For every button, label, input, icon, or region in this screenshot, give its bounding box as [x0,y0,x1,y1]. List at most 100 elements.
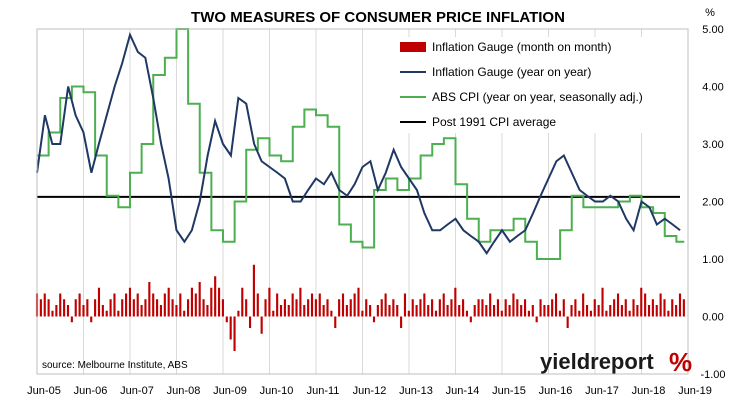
mom-bar [90,316,93,323]
mom-bar [357,287,360,317]
mom-bar [551,299,554,317]
mom-bar [644,293,647,317]
mom-bar [353,293,356,317]
mom-bar [663,299,666,317]
mom-bar [582,293,585,317]
mom-bar [396,305,399,317]
x-tick-label: Jun-19 [678,385,712,397]
mom-bar [132,299,135,317]
mom-bar [148,282,151,317]
x-tick-label: Jun-16 [539,385,573,397]
x-tick-label: Jun-05 [27,385,61,397]
mom-bar [365,299,368,317]
plot-frame [36,28,689,375]
mom-bar [183,310,186,317]
mom-bar [268,287,271,317]
mom-bar [233,316,236,351]
mom-bar [252,264,255,317]
mom-bar [109,299,112,317]
mom-bar [671,299,674,317]
mom-bar [438,299,441,317]
x-tick-label: Jun-06 [74,385,108,397]
x-tick-label: Jun-07 [120,385,154,397]
mom-bar [523,299,527,317]
mom-bar [419,299,422,317]
mom-bar [376,305,379,317]
mom-bar [55,305,58,317]
mom-bar [624,299,627,317]
mom-bar [361,310,364,317]
mom-bar [245,299,248,317]
mom-bar [496,299,500,317]
legend-label: Inflation Gauge (year on year) [432,65,591,79]
mom-bar [531,305,534,317]
mom-bar [190,287,194,317]
mom-bar [462,299,465,317]
mom-bar [59,293,62,317]
mom-bar [384,293,387,317]
mom-bar [125,293,128,317]
mom-bar [574,299,577,317]
mom-bar [82,305,85,317]
mom-bar [562,299,565,317]
y-tick-label: 2.00 [702,197,723,209]
mom-bar [221,299,224,317]
mom-bar [225,316,228,323]
brand-logo: yieldreport % [540,347,692,377]
mom-bar [655,305,658,317]
mom-bar [609,305,612,317]
mom-bar [473,305,476,317]
mom-bar [628,310,631,317]
mom-bar [163,293,166,317]
mom-bar [632,299,635,317]
mom-bar [152,293,155,317]
mom-bar [241,287,244,317]
legend-box [396,37,664,133]
mom-bar [264,299,267,317]
mom-bar [39,299,42,317]
mom-bar [345,305,348,317]
mom-bar [287,305,290,317]
mom-bar [179,293,182,317]
mom-bar [43,293,46,317]
mom-bar [291,293,294,317]
legend-swatch [400,42,426,52]
x-tick-label: Jun-13 [399,385,433,397]
mom-bar [70,316,73,323]
mom-bar [47,299,50,317]
mom-bar [558,310,561,317]
mom-bar [341,293,345,317]
y-tick-label: 0.00 [702,312,723,324]
x-tick-label: Jun-10 [260,385,294,397]
mom-bar [128,287,132,317]
x-tick-label: Jun-08 [167,385,201,397]
mom-bar [283,299,286,317]
mom-bar [388,305,391,317]
mom-bar [260,316,263,334]
mom-bar [620,305,623,317]
mom-bar [400,316,403,328]
mom-bar [520,305,523,317]
mom-bar [411,299,414,317]
mom-bar [613,299,616,317]
mom-bar [159,305,163,317]
mom-bar [237,310,240,317]
mom-bar [442,293,445,317]
mom-bar [554,293,558,317]
mom-bar [117,310,120,317]
legend: Inflation Gauge (month on month) Inflatio… [396,37,664,133]
mom-bar [504,299,507,317]
mom-bar [210,287,213,317]
mom-bar [485,305,488,317]
mom-bar [423,293,426,317]
brand-percent-icon: % [669,347,692,377]
mom-bar [605,310,608,317]
mom-bar [380,299,383,317]
x-tick-label: Jun-11 [307,385,340,397]
mom-bar [322,305,325,317]
mom-bar [477,299,480,317]
mom-bar [279,305,283,317]
mom-bar [338,299,341,317]
